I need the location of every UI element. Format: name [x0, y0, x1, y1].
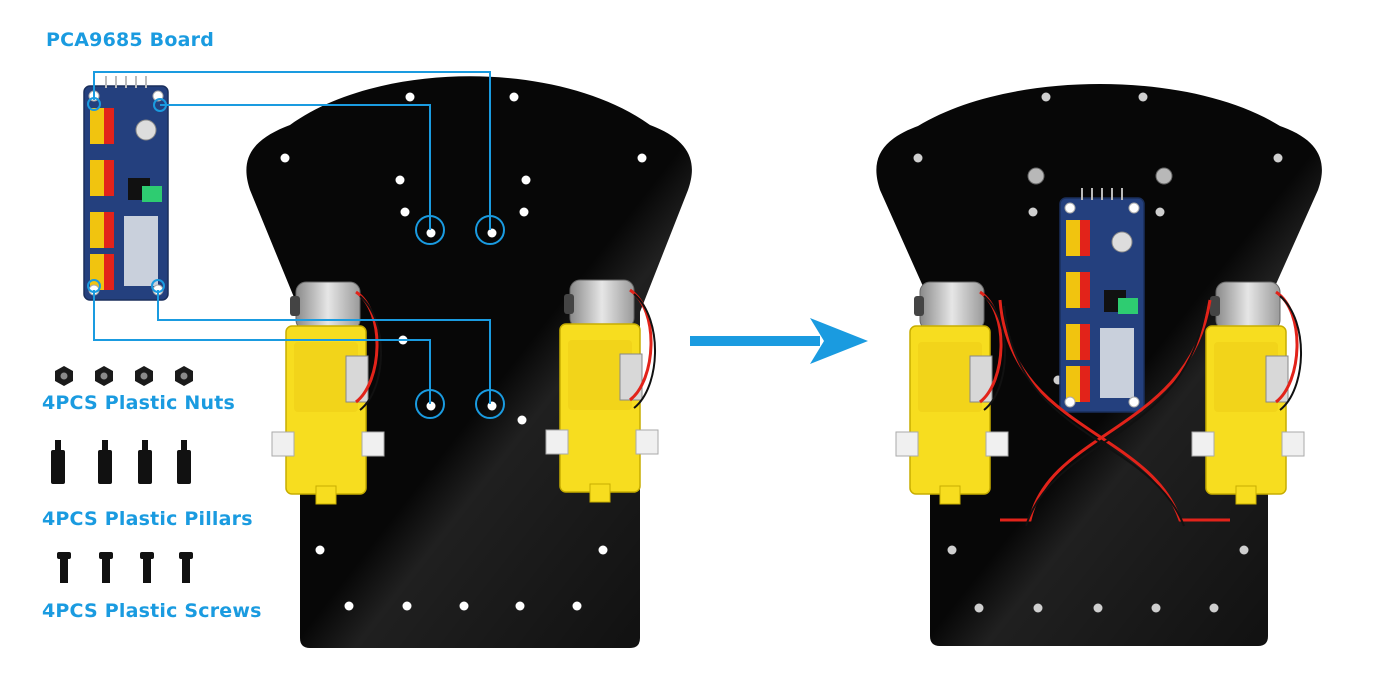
chassis-left	[246, 76, 692, 648]
pillar-icon	[51, 440, 191, 484]
mounting-leader-lines	[87, 71, 505, 419]
board-label: PCA9685 Board	[46, 29, 214, 51]
screw-icon	[57, 552, 193, 583]
arrow-right-icon	[690, 318, 868, 364]
chassis-holes	[280, 92, 647, 611]
nut-icon	[55, 366, 193, 386]
screws-label: 4PCS Plastic Screws	[42, 600, 262, 622]
pillars-label: 4PCS Plastic Pillars	[42, 508, 253, 530]
nuts-label: 4PCS Plastic Nuts	[42, 392, 236, 414]
pca9685-board-mounted	[1059, 187, 1145, 413]
motor-wires	[998, 299, 1230, 527]
